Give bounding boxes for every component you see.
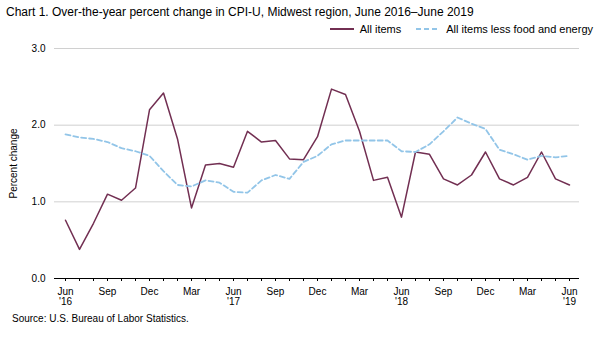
svg-text:Mar: Mar [351,286,369,297]
svg-text:3.0: 3.0 [32,43,46,54]
svg-text:1.0: 1.0 [32,196,46,207]
svg-text:Dec: Dec [309,286,327,297]
svg-text:Jun'16: Jun'16 [57,286,73,307]
svg-text:0.0: 0.0 [32,273,46,284]
svg-text:Percent change: Percent change [8,128,19,198]
svg-text:2.0: 2.0 [32,119,46,130]
svg-text:Dec: Dec [141,286,159,297]
svg-text:Sep: Sep [267,286,285,297]
svg-text:Mar: Mar [183,286,201,297]
html-text:Chart 1. Over-the-year percent: Chart 1. Over-the-year percent change in… [6,5,474,19]
svg-text:Sep: Sep [435,286,453,297]
svg-text:Jun'17: Jun'17 [225,286,241,307]
svg-text:Jun'19: Jun'19 [561,286,577,307]
html-text:All items less food and energy: All items less food and energy [446,23,593,35]
html-text:All items: All items [359,23,402,35]
svg-text:Dec: Dec [477,286,495,297]
html-text:Source: U.S. Bureau of Labor S: Source: U.S. Bureau of Labor Statistics. [12,313,189,324]
svg-text:Sep: Sep [99,286,117,297]
svg-text:Mar: Mar [519,286,537,297]
svg-text:Jun'18: Jun'18 [393,286,409,307]
